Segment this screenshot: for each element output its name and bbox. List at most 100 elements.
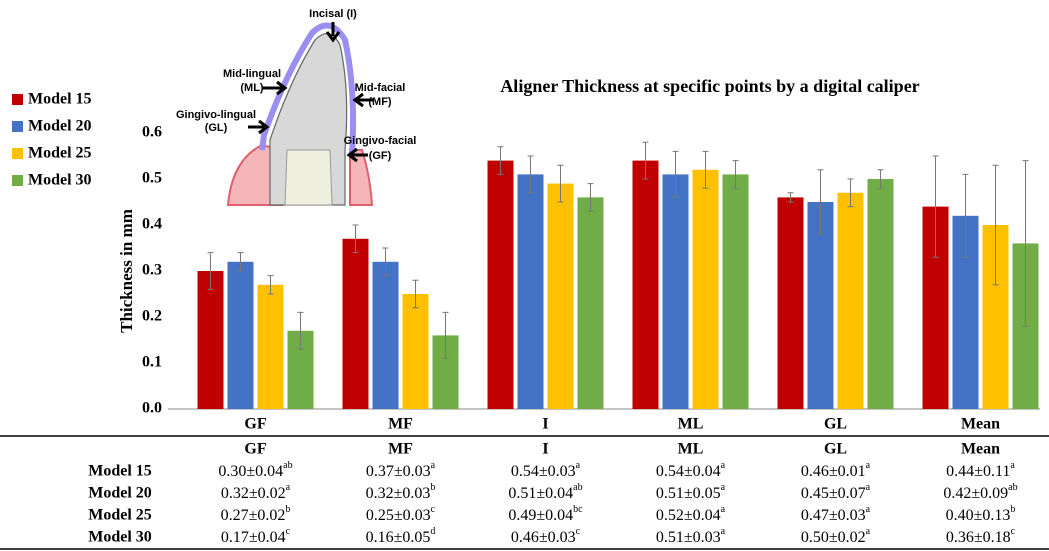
table-cell: 0.46±0.03c xyxy=(511,526,581,545)
cell-sup: a xyxy=(721,482,726,493)
table-header: MF xyxy=(388,441,413,458)
error-bar xyxy=(1022,160,1029,327)
x-tick-label: GL xyxy=(824,416,847,433)
bar xyxy=(402,294,429,409)
y-tick-label: 0.2 xyxy=(142,308,162,325)
error-bar xyxy=(527,155,534,194)
cell-value: 0.42±0.09 xyxy=(943,485,1008,502)
diagram-label: (MF) xyxy=(368,96,392,108)
diagram-label: Gingivo-facial xyxy=(344,135,417,147)
x-tick-label: ML xyxy=(678,416,704,433)
diagram-label: (GF) xyxy=(369,150,392,162)
diagram-label: Mid-lingual xyxy=(223,68,281,80)
table-cell: 0.17±0.04c xyxy=(221,526,291,545)
legend-swatch xyxy=(12,94,23,105)
error-bar xyxy=(877,169,884,189)
bar xyxy=(867,179,894,409)
cell-sup: ab xyxy=(283,460,292,471)
bar xyxy=(227,261,254,409)
legend-label: Model 15 xyxy=(28,91,92,108)
bar xyxy=(197,271,224,409)
bar xyxy=(837,192,864,409)
error-bar xyxy=(412,279,419,309)
cell-sup: d xyxy=(430,526,435,537)
table-cell: 0.46±0.01a xyxy=(801,460,871,479)
bar xyxy=(257,284,284,409)
bar xyxy=(342,238,369,409)
cell-sup: c xyxy=(431,504,436,515)
table-header: I xyxy=(542,441,548,458)
table-header: GF xyxy=(244,441,266,458)
y-tick-label: 0.1 xyxy=(142,354,162,371)
table-cell: 0.42±0.09ab xyxy=(943,482,1017,501)
x-tick-label: I xyxy=(542,416,548,433)
table-cell: 0.16±0.05d xyxy=(366,526,436,545)
table-header: ML xyxy=(678,441,704,458)
table-cell: 0.50±0.02a xyxy=(801,526,871,545)
cell-sup: ab xyxy=(1008,482,1017,493)
cell-value: 0.16±0.05 xyxy=(366,529,431,546)
table-cell: 0.51±0.05a xyxy=(656,482,726,501)
table-cell: 0.47±0.03a xyxy=(801,504,871,523)
error-bar xyxy=(207,252,214,290)
cell-sup: a xyxy=(1010,460,1015,471)
y-tick-label: 0.4 xyxy=(142,216,162,233)
bar xyxy=(632,160,659,409)
table-cell: 0.52±0.04a xyxy=(656,504,726,523)
error-bar xyxy=(557,164,564,203)
table-cell: 0.25±0.03c xyxy=(366,504,436,523)
row-label: Model 15 xyxy=(88,463,152,480)
y-tick-label: 0.6 xyxy=(142,124,162,141)
error-bar xyxy=(352,224,359,254)
error-bar xyxy=(992,164,999,286)
cell-value: 0.47±0.03 xyxy=(801,507,866,524)
cell-sup: a xyxy=(866,482,871,493)
diagram-label: (GL) xyxy=(205,122,228,134)
cell-value: 0.46±0.01 xyxy=(801,463,866,480)
cell-value: 0.45±0.07 xyxy=(801,485,866,502)
x-tick-label: Mean xyxy=(961,416,1000,433)
cell-sup: a xyxy=(576,460,581,471)
diagram-label: Gingivo-lingual xyxy=(176,109,256,121)
cell-value: 0.46±0.03 xyxy=(511,529,576,546)
cell-sup: c xyxy=(286,526,291,537)
bar xyxy=(577,197,604,409)
diagram-label: Incisal (I) xyxy=(309,8,357,20)
cell-sup: a xyxy=(866,504,871,515)
table-cell: 0.40±0.13b xyxy=(946,504,1016,523)
table-cell: 0.44±0.11a xyxy=(946,460,1015,479)
error-bar xyxy=(297,311,304,350)
cell-value: 0.51±0.04 xyxy=(508,485,573,502)
table-cell: 0.51±0.03a xyxy=(656,526,726,545)
error-bar xyxy=(962,173,969,258)
bar xyxy=(777,197,804,409)
diagram-label: (ML) xyxy=(240,82,264,94)
cell-sup: a xyxy=(721,526,726,537)
error-bar xyxy=(817,169,824,235)
legend-label: Model 20 xyxy=(28,118,92,135)
bar xyxy=(692,169,719,409)
cell-value: 0.36±0.18 xyxy=(946,529,1011,546)
table-cell: 0.45±0.07a xyxy=(801,482,871,501)
error-bar xyxy=(442,311,449,359)
bar xyxy=(807,202,834,409)
cell-value: 0.32±0.02 xyxy=(221,485,286,502)
cell-sup: a xyxy=(431,460,436,471)
cell-sup: b xyxy=(1010,504,1015,515)
cell-value: 0.44±0.11 xyxy=(946,463,1010,480)
bar xyxy=(547,183,574,409)
legend-swatch xyxy=(12,121,23,132)
cell-sup: b xyxy=(285,504,290,515)
cell-value: 0.27±0.02 xyxy=(221,507,286,524)
table-cell: 0.51±0.04ab xyxy=(508,482,582,501)
cell-value: 0.40±0.13 xyxy=(946,507,1011,524)
bar xyxy=(722,174,749,409)
table-cell: 0.30±0.04ab xyxy=(218,460,292,479)
error-bar xyxy=(787,192,794,203)
cell-sup: b xyxy=(430,482,435,493)
cell-value: 0.49±0.04 xyxy=(508,507,573,524)
cell-sup: bc xyxy=(573,504,583,515)
y-axis-label: Thickness in mm xyxy=(117,209,136,333)
table-cell: 0.37±0.03a xyxy=(366,460,436,479)
